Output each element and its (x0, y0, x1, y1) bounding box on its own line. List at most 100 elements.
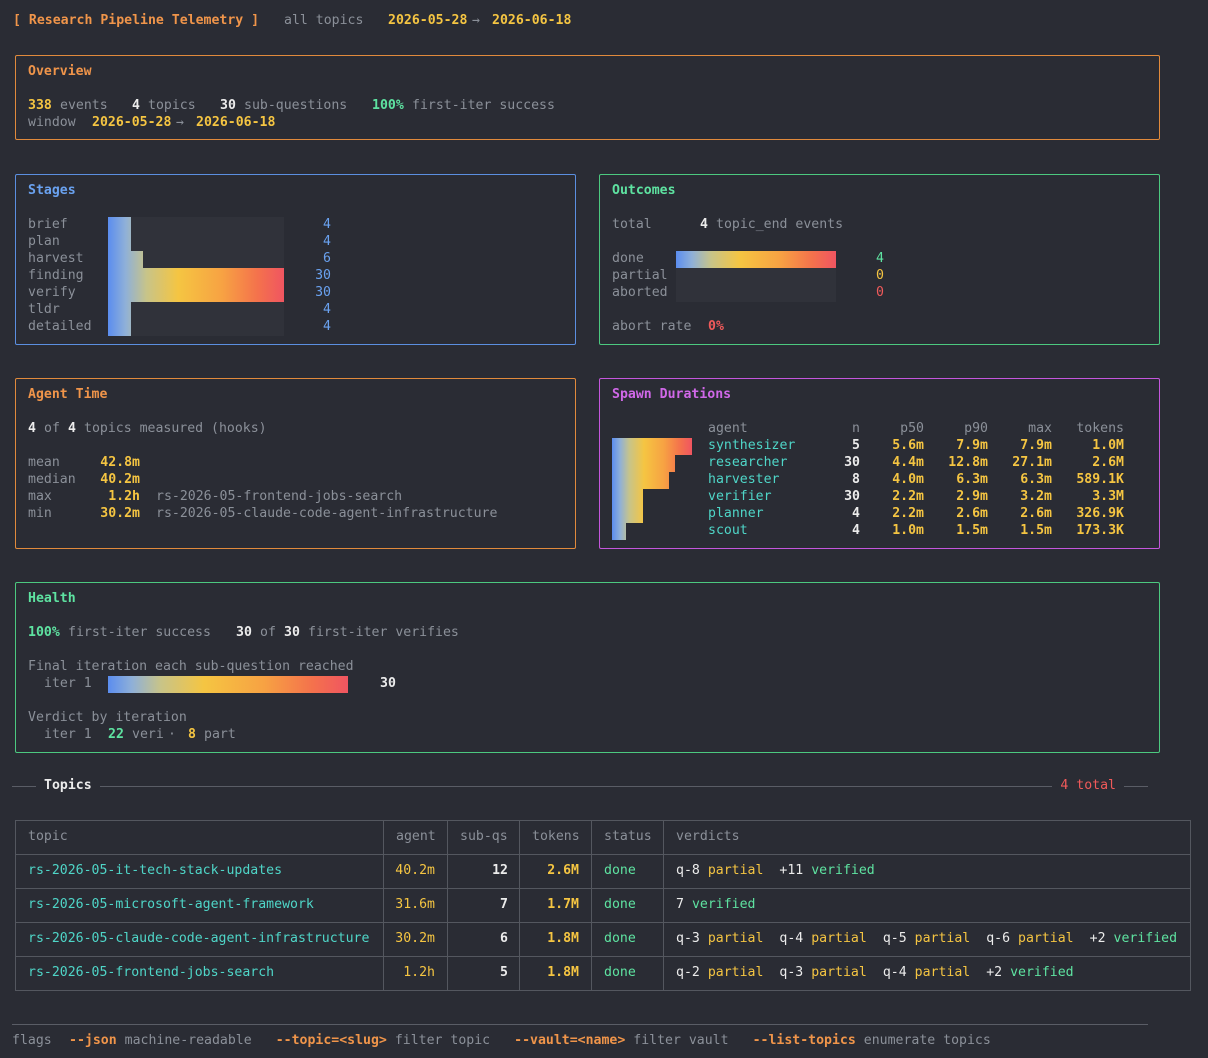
text: 7.9m (956, 438, 988, 453)
text: veri (132, 727, 164, 742)
text: 2.2m (892, 506, 924, 521)
text: 30 (315, 285, 331, 300)
text: verify (28, 285, 76, 300)
bar (108, 234, 132, 251)
text: 2026-06-18 (196, 115, 276, 130)
duration-bar (612, 489, 644, 506)
panel-title: Agent Time (28, 387, 108, 402)
text: first-iter success (68, 625, 211, 640)
text: researcher (708, 455, 788, 470)
text: 100% (28, 625, 60, 640)
text: events (60, 98, 108, 113)
text: n (852, 421, 860, 436)
text: 6.3m (1020, 472, 1052, 487)
text: 2.6M (1092, 455, 1124, 470)
text: 4 total (1060, 778, 1116, 793)
text: 4.4m (892, 455, 924, 470)
text: abort rate (612, 319, 692, 334)
text: 4 (323, 302, 331, 317)
bar (108, 251, 144, 268)
text: partial (1018, 931, 1074, 946)
text: 0 (876, 268, 884, 283)
text: topic_end events (716, 217, 844, 232)
text: 7 (676, 897, 684, 912)
text: Verdict by iteration (28, 710, 187, 725)
text: done (604, 897, 636, 912)
text: --list-topics (752, 1033, 856, 1048)
text: --topic=<slug> (275, 1033, 387, 1048)
duration-bar (612, 472, 670, 489)
text: partial (612, 268, 668, 283)
duration-bar (612, 506, 644, 523)
topic-name: rs-2026-05-frontend-jobs-search (28, 965, 275, 980)
text: 30.2m (395, 931, 435, 946)
text: 2.2m (892, 489, 924, 504)
text: 4 (876, 251, 884, 266)
rule (12, 1024, 1148, 1025)
text: 12 (492, 863, 508, 878)
text: first-iter success (412, 98, 555, 113)
text: of (260, 625, 276, 640)
panel-title: Health (28, 591, 76, 606)
text: 4 (323, 217, 331, 232)
spawn-panel (599, 378, 1160, 549)
text: 4 (323, 319, 331, 334)
panel-title: Outcomes (612, 183, 676, 198)
text: all topics (284, 13, 364, 28)
text: brief (28, 217, 68, 232)
text: q-3 (676, 931, 700, 946)
rule (12, 786, 36, 787)
text: plan (28, 234, 60, 249)
text: detailed (28, 319, 92, 334)
text: 5.6m (892, 438, 924, 453)
text: 7 (500, 897, 508, 912)
text: 1.2h (403, 965, 435, 980)
text: q-4 (779, 931, 804, 946)
bar (676, 251, 836, 268)
text: 338 (28, 98, 52, 113)
text: partial (914, 931, 971, 946)
text: partial (707, 863, 764, 878)
text: verified (1010, 965, 1074, 980)
text: 4.0m (892, 472, 924, 487)
text: +11 (779, 863, 804, 878)
agent-time-panel (15, 378, 576, 549)
text: total (612, 217, 652, 232)
text: rs-2026-05-frontend-jobs-search (156, 489, 403, 504)
text: partial (707, 931, 764, 946)
text: of (44, 421, 60, 436)
rule (100, 786, 1052, 787)
text: 4 (28, 421, 36, 436)
text: 4 (852, 506, 860, 521)
text: p50 (900, 421, 924, 436)
text: verified (811, 863, 875, 878)
text: min (28, 506, 52, 521)
table-frame (15, 820, 1191, 991)
duration-bar (612, 455, 675, 472)
bar-track (108, 234, 284, 251)
text: p90 (964, 421, 988, 436)
text: enumerate topics (863, 1033, 991, 1048)
text: 6.3m (956, 472, 988, 487)
text: harvest (28, 251, 84, 266)
text: 8 (188, 727, 196, 742)
section-title: Topics (44, 778, 92, 793)
app-title: [ Research Pipeline Telemetry ] (13, 13, 260, 28)
text: --vault=<name> (514, 1033, 626, 1048)
text: 30.2m (100, 506, 140, 521)
text: 2026-06-18 (492, 13, 572, 28)
text: 4 (68, 421, 76, 436)
panel-title: Overview (28, 64, 92, 79)
text: 5 (500, 965, 508, 980)
bar (108, 676, 348, 693)
text: 4 (852, 523, 860, 538)
text: q-6 (986, 931, 1011, 946)
text: machine-readable (124, 1033, 252, 1048)
text: 31.6m (395, 897, 435, 912)
column-header: status (604, 829, 652, 844)
text: → (176, 115, 184, 130)
text: synthesizer (708, 438, 796, 453)
text: 22 (108, 727, 124, 742)
text: 30 (284, 625, 300, 640)
